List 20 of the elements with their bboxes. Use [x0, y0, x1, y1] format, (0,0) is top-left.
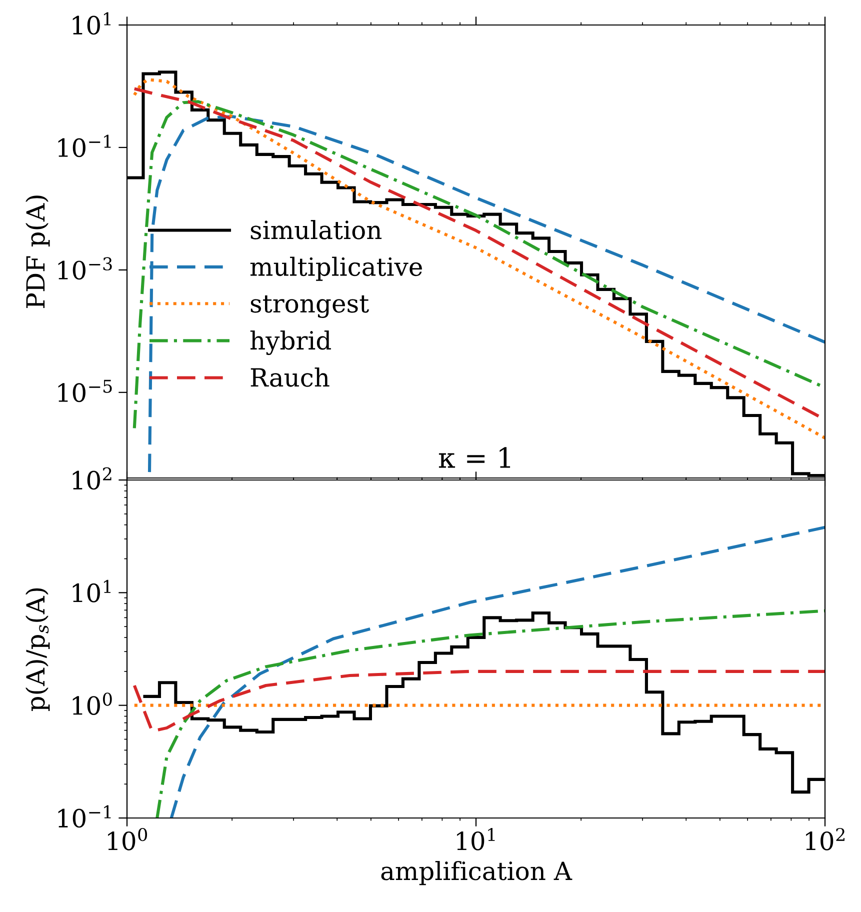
y-tick-label: 10$^{−1}$ — [58, 805, 111, 828]
legend-label: Rauch — [250, 368, 330, 387]
x-axis-title: amplification A — [381, 860, 572, 886]
y-tick-label: 10$^{−5}$ — [58, 380, 112, 402]
y-tick-label: 10$^{1}$ — [72, 580, 110, 602]
y-tick-label: 10$^{−1}$ — [58, 134, 111, 158]
legend-label: simulation — [250, 220, 382, 240]
y-axis-title: PDF p(A) — [26, 196, 50, 308]
annotation: κ = 1 — [438, 447, 510, 468]
x-tick-label: 10$^{0}$ — [108, 828, 148, 850]
y-tick-label: 10$^{1}$ — [72, 12, 110, 35]
x-tick-label: 10$^{1}$ — [457, 828, 495, 850]
legend-label: multiplicative — [250, 256, 422, 281]
legend-label: hybrid — [250, 330, 331, 356]
x-tick-label: 10$^{2}$ — [806, 828, 844, 850]
y-axis-title: p(A)/p$_{s}$(A) — [26, 588, 50, 712]
y-tick-label: 10$^{0}$ — [72, 692, 112, 716]
y-tick-label: 10$^{2}$ — [72, 467, 112, 490]
legend-label: strongest — [250, 295, 369, 318]
y-tick-label: 10$^{−3}$ — [58, 257, 112, 280]
